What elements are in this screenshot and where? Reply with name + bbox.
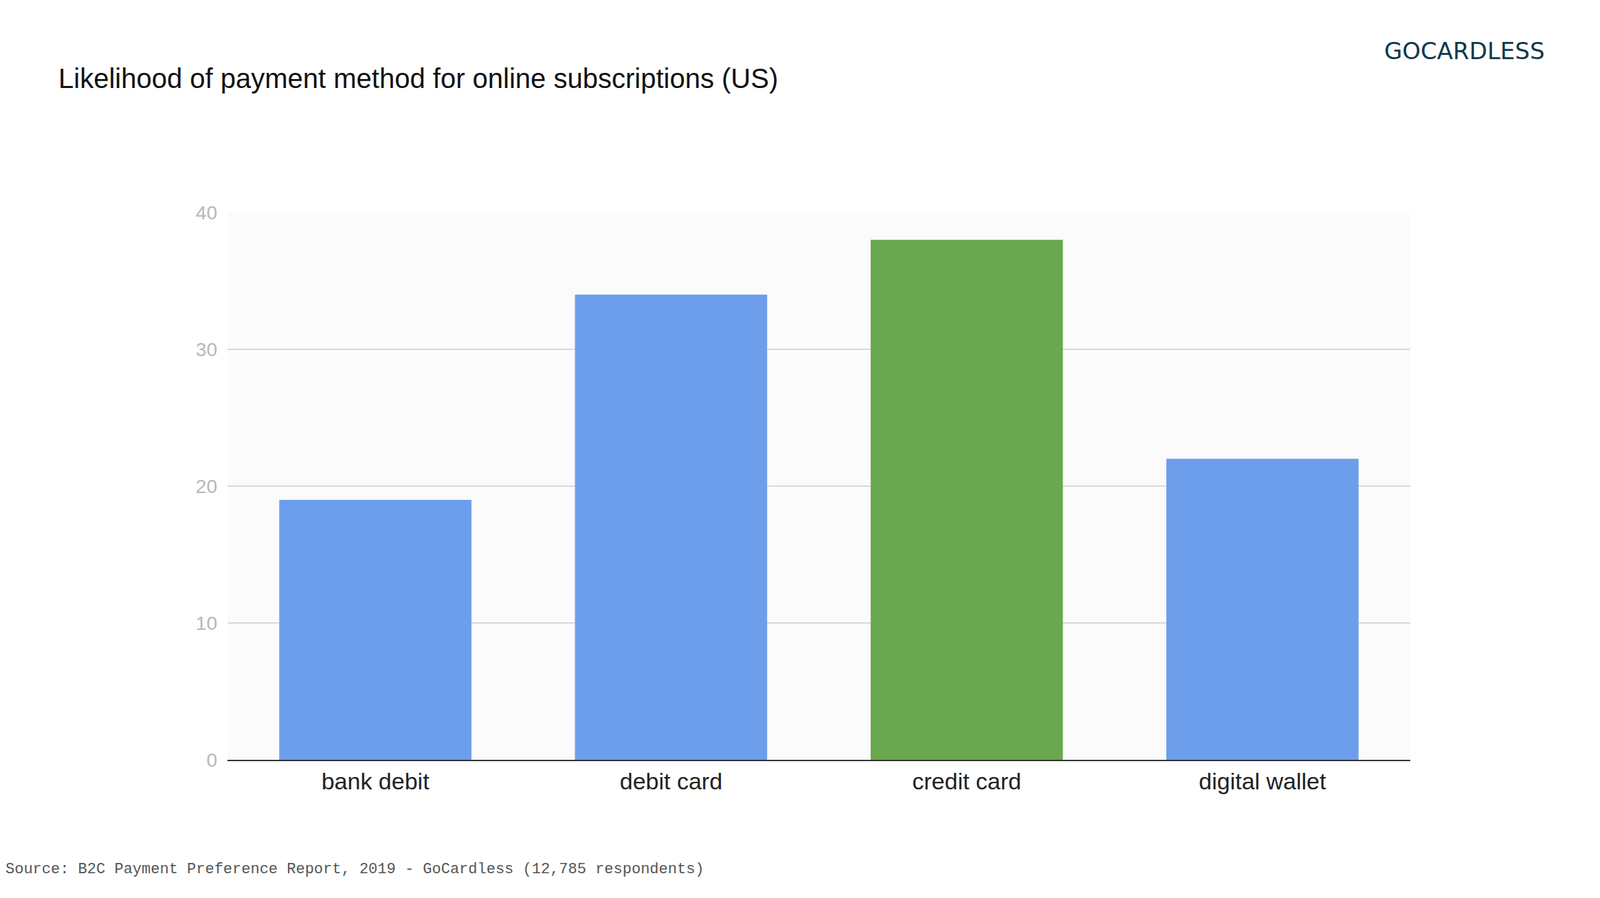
svg-text:40: 40 <box>195 202 218 224</box>
svg-text:credit card: credit card <box>912 767 1022 794</box>
svg-text:30: 30 <box>195 338 218 361</box>
svg-text:10: 10 <box>195 612 218 634</box>
svg-text:bank debit: bank debit <box>321 767 430 794</box>
svg-text:GOCARDLESS: GOCARDLESS <box>1384 37 1546 65</box>
svg-text:0: 0 <box>206 749 218 771</box>
svg-text:debit card: debit card <box>619 767 723 794</box>
svg-text:20: 20 <box>195 475 218 497</box>
svg-text:Likelihood of payment method f: Likelihood of payment method for online … <box>58 63 779 94</box>
svg-text:Source: B2C Payment Preference: Source: B2C Payment Preference Report, 2… <box>5 860 705 878</box>
svg-text:digital wallet: digital wallet <box>1198 767 1327 794</box>
